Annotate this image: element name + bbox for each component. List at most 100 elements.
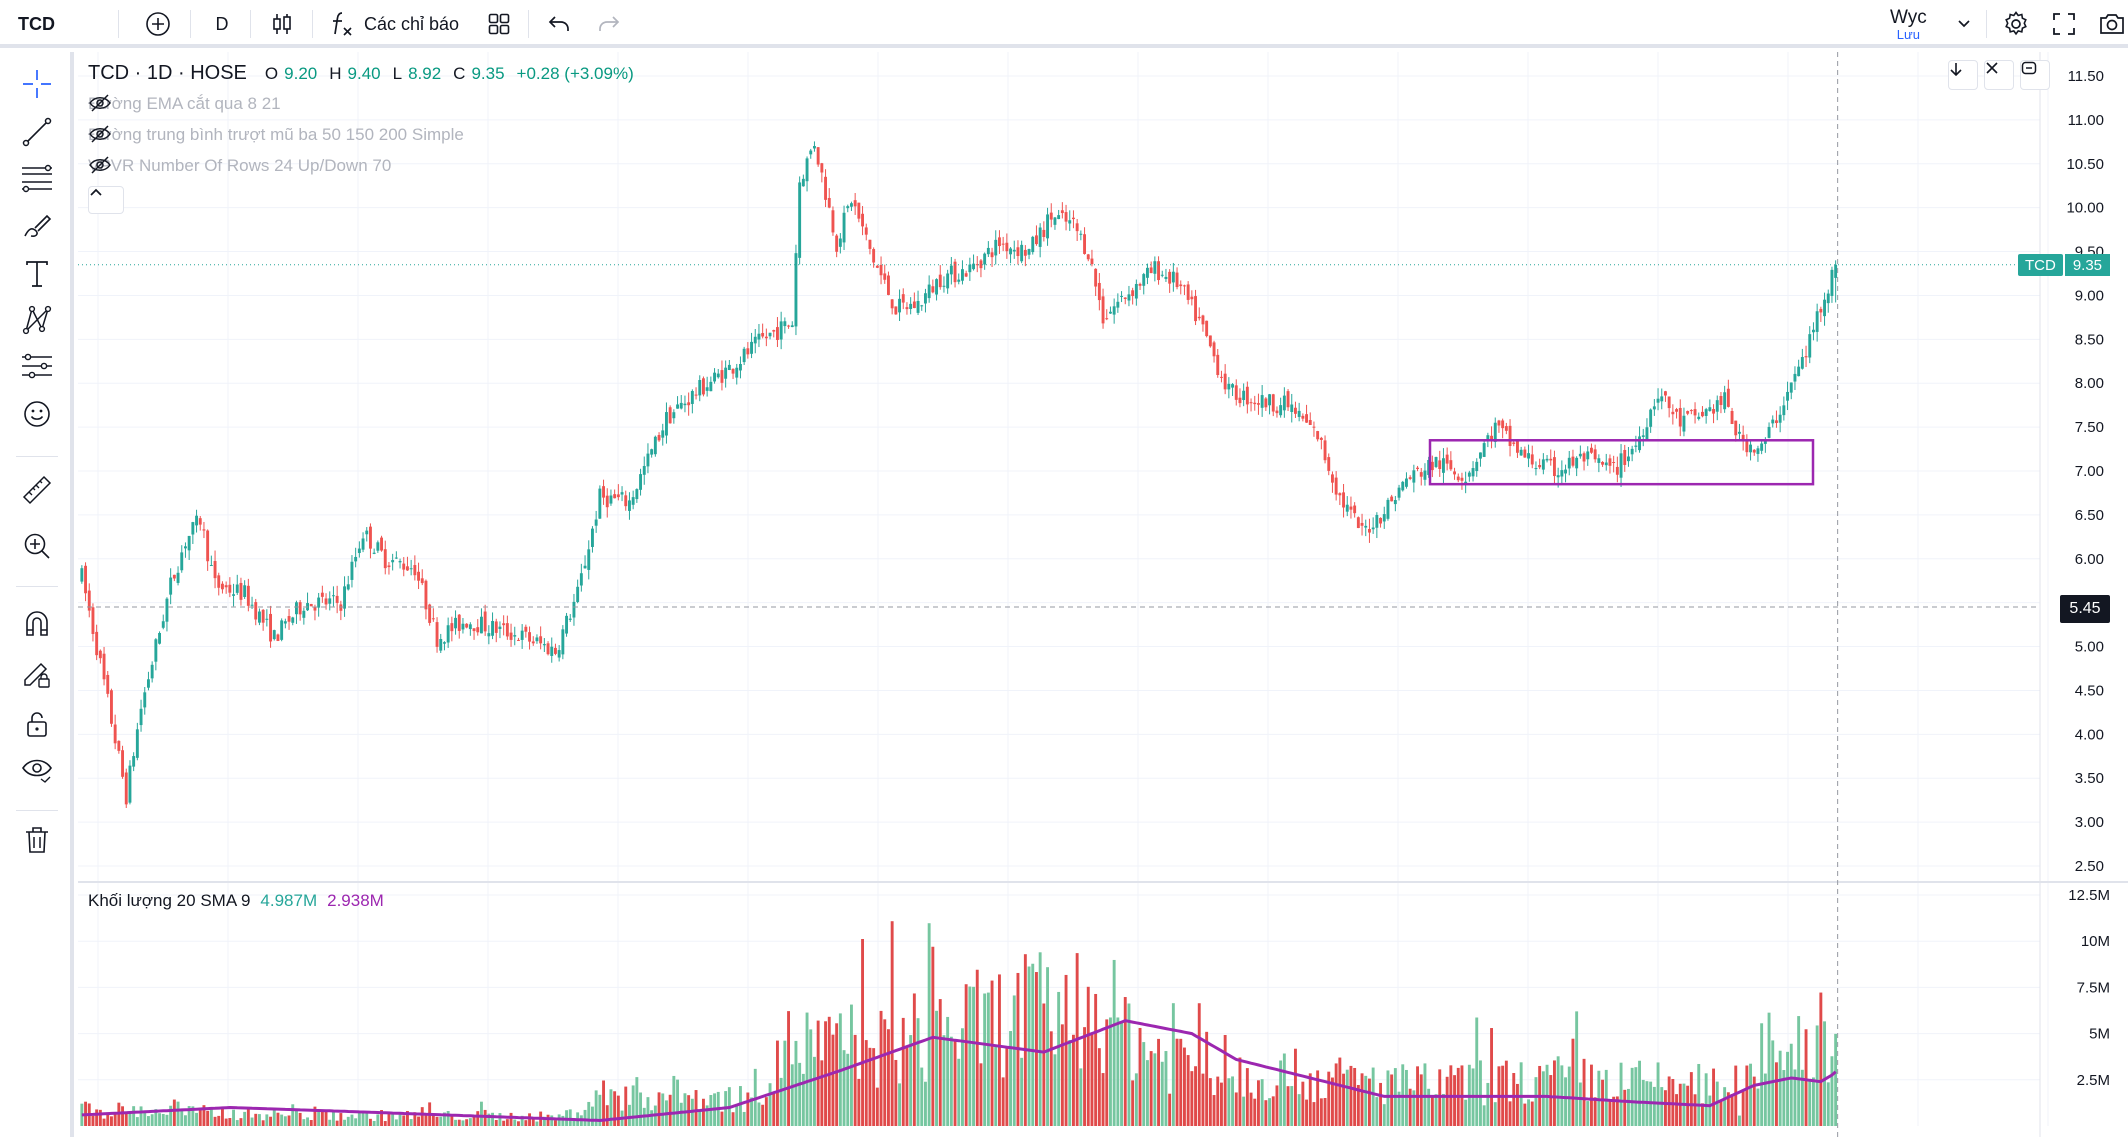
candle-body (1212, 342, 1216, 357)
volume-bar (668, 1094, 672, 1126)
chart-area[interactable]: 11.50 11.00 10.50 10.00 9.50 9.00 8.50 8.00 7.50… (78, 52, 2128, 1137)
fib-tool[interactable] (19, 160, 55, 196)
lock-tool[interactable] (19, 706, 55, 742)
volume-bar (1009, 1031, 1012, 1126)
candle-body (1541, 459, 1545, 470)
volume-bar (1486, 1082, 1490, 1126)
symbol-search-button[interactable]: TCD (18, 13, 55, 34)
magnet-tool[interactable] (19, 606, 55, 642)
volume-bar (443, 1112, 446, 1126)
add-symbol-button[interactable] (142, 0, 174, 48)
redo-button[interactable] (596, 0, 622, 48)
chart-type-button[interactable] (268, 0, 296, 48)
volume-bar (280, 1114, 284, 1126)
candle-body (1009, 248, 1012, 255)
candle-body (1789, 382, 1793, 393)
volume-bar (1386, 1070, 1390, 1126)
volume-bar (1523, 1103, 1527, 1126)
candle-body (1231, 384, 1234, 388)
volume-bar (209, 1108, 213, 1126)
candle-body (394, 557, 398, 559)
candle-body (1530, 454, 1534, 465)
auto-scale-button[interactable] (1984, 60, 2014, 90)
brush-tool[interactable] (19, 208, 55, 244)
candle-body (1208, 335, 1212, 347)
zoom-tool[interactable] (19, 528, 55, 564)
forecast-tool[interactable] (19, 348, 55, 384)
candle-body (1601, 461, 1604, 465)
collapse-legend-button[interactable] (88, 186, 124, 214)
volume-bar (768, 1083, 772, 1126)
ruler-tool[interactable] (19, 472, 55, 508)
settings-button[interactable] (2000, 0, 2032, 48)
volume-bar (302, 1119, 306, 1126)
candle-body (1423, 470, 1427, 480)
candle-body (1083, 234, 1086, 254)
fullscreen-button[interactable] (2048, 0, 2080, 48)
candle-body (639, 474, 642, 490)
candle-body (1442, 458, 1445, 473)
save-label[interactable]: Lưu (1896, 27, 1920, 42)
volume-bar (857, 1078, 861, 1126)
volume-bar (1157, 1038, 1160, 1126)
volume-bar (853, 1034, 857, 1126)
volume-bar (542, 1116, 546, 1126)
trendline-tool[interactable] (19, 114, 55, 150)
candle-body (576, 586, 580, 602)
candle-body (154, 639, 158, 662)
volume-bar (1338, 1057, 1342, 1126)
indicator-vpvr[interactable]: VPVR Number Of Rows 24 Up/Down 70 (88, 156, 403, 176)
undo-button[interactable] (546, 0, 572, 48)
indicator-tema[interactable]: Đường trung bình trượt mũ ba 50 150 200 … (88, 125, 476, 145)
volume-bar (1593, 1097, 1597, 1126)
interval-button[interactable]: D (215, 13, 229, 34)
volume-bar (1712, 1068, 1715, 1126)
delete-tool[interactable] (19, 822, 55, 858)
candle-body (265, 618, 269, 620)
series-title[interactable]: TCD · 1D · HOSE (88, 62, 247, 84)
candle-body (1390, 496, 1394, 502)
volume-bar (1205, 1031, 1209, 1126)
layout-dropdown-button[interactable] (1955, 0, 1973, 48)
candle-body (106, 674, 110, 694)
volume-bar (139, 1106, 143, 1126)
snapshot-button[interactable] (2096, 0, 2128, 48)
layout-menu[interactable]: Wyc Lưu (1890, 4, 1927, 46)
volume-bar (1060, 1024, 1064, 1126)
visibility-tool[interactable] (19, 752, 55, 788)
volume-bar (927, 923, 931, 1126)
volume-bar (1738, 1115, 1741, 1126)
volume-legend[interactable]: Khối lượng 20 SMA 9 4.987M 2.938M (88, 891, 384, 911)
fx-icon (333, 12, 352, 36)
candle-body (424, 580, 428, 610)
volume-bar (583, 1109, 587, 1126)
volume-bar (406, 1110, 409, 1126)
text-tool[interactable] (19, 256, 55, 292)
volume-bar (1171, 1003, 1175, 1126)
candle-body (1064, 212, 1068, 222)
candle-body (1649, 409, 1653, 427)
candle-body (1490, 435, 1493, 440)
volume-bar (1508, 1101, 1512, 1126)
lock-drawings-tool[interactable] (19, 656, 55, 692)
reset-scale-button[interactable] (2020, 60, 2050, 90)
low-value: 8.92 (408, 64, 442, 83)
indicator-templates-button[interactable] (486, 0, 512, 48)
candle-body (1578, 453, 1582, 457)
candle-body (557, 650, 561, 658)
volume-bar (335, 1120, 339, 1126)
scroll-to-latest-button[interactable] (1948, 60, 1978, 90)
candle-body (309, 603, 313, 607)
indicator-ema[interactable]: Đường EMA cắt qua 8 21 (88, 94, 293, 114)
candle-body (1079, 233, 1083, 235)
volume-bar (243, 1111, 247, 1126)
indicators-button[interactable]: Các chỉ báo (330, 0, 459, 48)
volume-bar (1815, 1025, 1819, 1126)
pattern-tool[interactable] (19, 302, 55, 338)
chart-canvas[interactable]: 11.5011.0010.5010.009.509.008.508.007.50… (78, 52, 2128, 1137)
candle-body (446, 625, 450, 643)
volume-bar (535, 1121, 539, 1126)
volume-bar (513, 1119, 517, 1126)
crosshair-tool[interactable] (19, 66, 55, 102)
emoji-tool[interactable] (19, 396, 55, 432)
